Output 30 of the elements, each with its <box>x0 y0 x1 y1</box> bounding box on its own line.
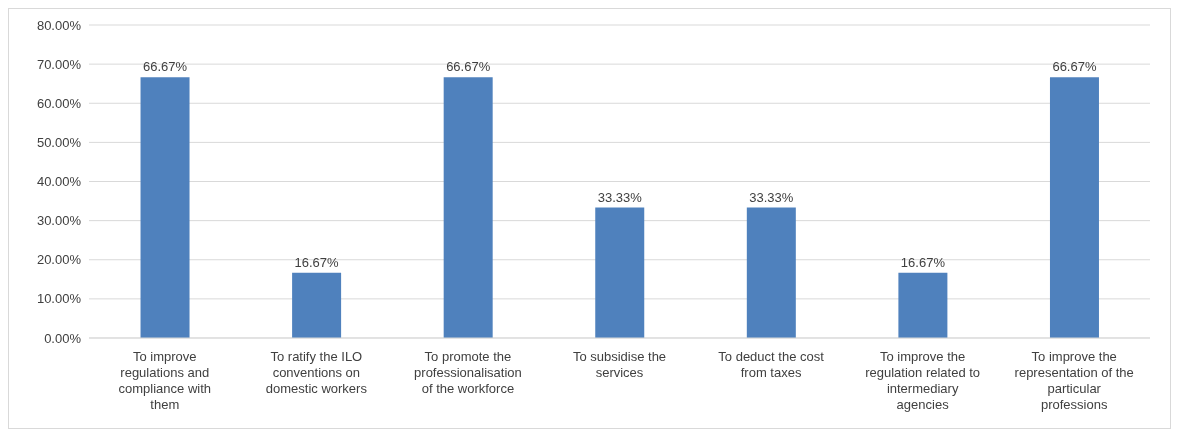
bar <box>443 77 493 338</box>
x-tick-label: To subsidise the services <box>572 349 667 381</box>
data-label: 66.67% <box>1052 59 1097 75</box>
x-tick-label: To improve regulations and compliance with them <box>118 349 212 413</box>
data-label: 33.33% <box>597 189 643 205</box>
data-label: 66.67% <box>142 59 188 75</box>
bar <box>898 272 948 338</box>
data-label: 33.33% <box>749 189 794 205</box>
y-tick-label: 50.00% <box>36 134 82 150</box>
x-tick-label: To improve the regulation related to intermediary agencies <box>865 349 981 413</box>
x-tick-label: To improve the representation of the particular professions <box>1014 349 1134 413</box>
bar <box>140 77 190 338</box>
y-tick-label: 30.00% <box>36 213 82 229</box>
y-tick-label: 10.00% <box>36 291 82 307</box>
bar <box>292 272 342 338</box>
y-tick-label: 80.00% <box>36 17 82 33</box>
x-tick-label: To deduct the cost from taxes <box>718 349 825 381</box>
x-tick-label: To ratify the ILO conventions on domestic workers <box>265 349 368 397</box>
data-label: 66.67% <box>446 59 491 75</box>
y-tick-label: 0.00% <box>44 330 82 346</box>
y-tick-label: 70.00% <box>36 56 82 72</box>
data-label: 16.67% <box>900 254 946 270</box>
x-tick-label: To promote the professionalisation of the workforce <box>414 349 522 397</box>
data-label: 16.67% <box>294 254 340 270</box>
y-tick-label: 60.00% <box>36 95 82 111</box>
y-tick-label: 40.00% <box>36 174 82 190</box>
bar <box>1049 77 1099 338</box>
bar <box>595 207 645 338</box>
bar <box>746 207 796 338</box>
y-tick-label: 20.00% <box>36 252 82 268</box>
